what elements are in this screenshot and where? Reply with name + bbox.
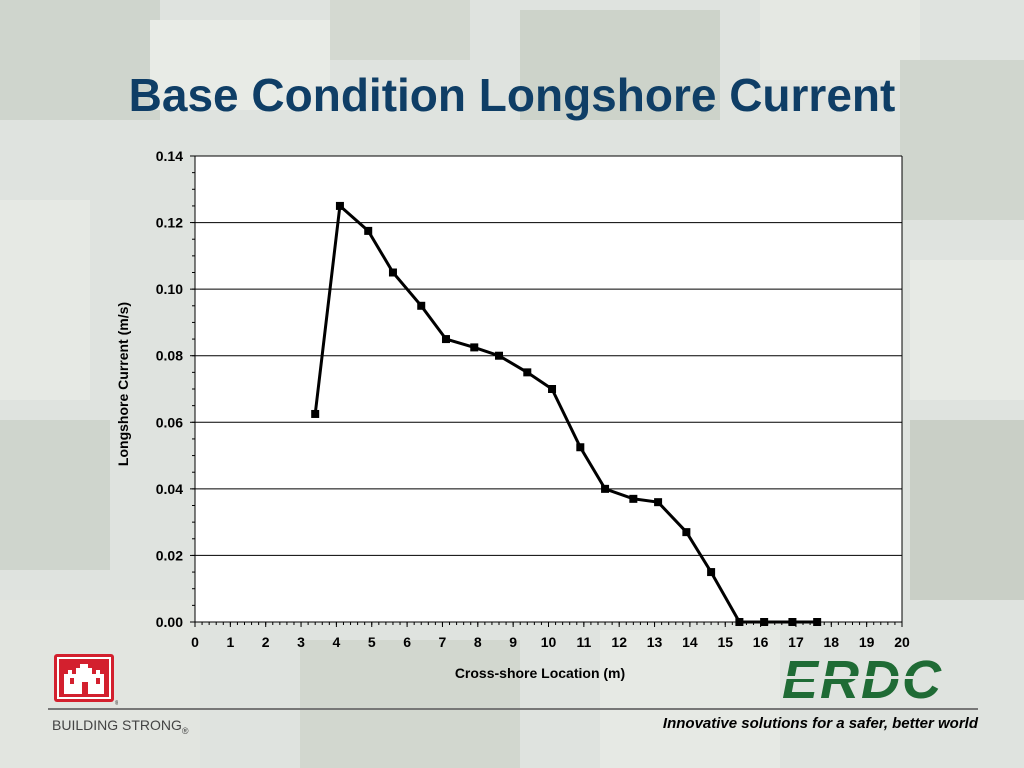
y-tick-label: 0.02: [156, 547, 183, 563]
registered-mark: ®: [181, 725, 189, 736]
data-point: [576, 443, 585, 452]
x-tick-label: 17: [788, 634, 804, 650]
y-tick-label: 0.08: [156, 348, 183, 364]
x-tick-label: 2: [262, 634, 270, 650]
y-tick-label: 0.06: [156, 414, 183, 430]
x-tick-label: 1: [226, 634, 234, 650]
x-tick-label: 3: [297, 634, 305, 650]
x-tick-label: 10: [541, 634, 557, 650]
x-tick-label: 6: [403, 634, 411, 650]
data-point: [682, 528, 691, 537]
x-tick-label: 16: [753, 634, 769, 650]
data-point: [388, 268, 397, 277]
data-point: [417, 301, 426, 310]
x-tick-label: 11: [576, 634, 591, 650]
x-axis-ticks: 0 1 2 3 4 5 6 7 8 9 10 11 12 13 14 15 16 17 18 19 20: [191, 622, 910, 650]
y-axis-ticks: 0.00 0.02 0.04 0.06 0.08 0.10 0.12 0.14: [156, 148, 195, 630]
data-point: [523, 368, 532, 377]
y-tick-label: 0.14: [156, 148, 183, 164]
data-points: [311, 201, 822, 626]
data-point: [495, 351, 504, 360]
data-point: [654, 498, 663, 507]
footer-tagline: Innovative solutions for a safer, better…: [662, 715, 978, 732]
footer-divider: [48, 708, 978, 710]
building-strong-label: BUILDING STRONG: [52, 717, 182, 733]
slide-title: Base Condition Longshore Current: [128, 69, 896, 121]
x-tick-label: 15: [717, 634, 733, 650]
x-tick-label: 20: [894, 634, 910, 650]
data-point: [629, 494, 638, 503]
x-tick-label: 4: [333, 634, 341, 650]
data-point: [735, 618, 744, 626]
x-tick-label: 19: [859, 634, 875, 650]
series-line: [313, 202, 818, 624]
x-tick-label: 14: [682, 634, 698, 650]
x-axis-label: Cross-shore Location (m): [455, 665, 625, 681]
x-tick-label: 5: [368, 634, 376, 650]
y-axis-label: Longshore Current (m/s): [115, 302, 131, 466]
data-point: [470, 343, 479, 352]
data-point: [760, 618, 769, 626]
x-tick-label: 8: [474, 634, 482, 650]
y-tick-label: 0.12: [156, 215, 183, 231]
data-point: [788, 618, 797, 626]
x-tick-label: 9: [509, 634, 517, 650]
x-tick-label: 18: [824, 634, 840, 650]
data-point: [441, 335, 450, 344]
x-tick-label: 0: [191, 634, 199, 650]
x-tick-label: 13: [647, 634, 663, 650]
erdc-logo: ERDC: [782, 652, 978, 706]
building-strong-text: BUILDING STRONG®: [52, 717, 189, 736]
data-point: [548, 385, 557, 393]
y-tick-label: 0.04: [156, 481, 183, 497]
x-tick-label: 12: [611, 634, 627, 650]
usace-castle-logo: ®: [54, 654, 118, 706]
svg-text:®: ®: [115, 700, 118, 706]
data-point: [707, 568, 716, 577]
x-tick-label: 7: [439, 634, 447, 650]
data-point: [311, 409, 320, 418]
y-tick-label: 0.00: [156, 614, 183, 630]
data-point: [601, 484, 610, 493]
y-tick-label: 0.10: [156, 281, 183, 297]
data-point: [813, 618, 822, 626]
data-point: [335, 201, 344, 210]
data-point: [364, 226, 373, 235]
